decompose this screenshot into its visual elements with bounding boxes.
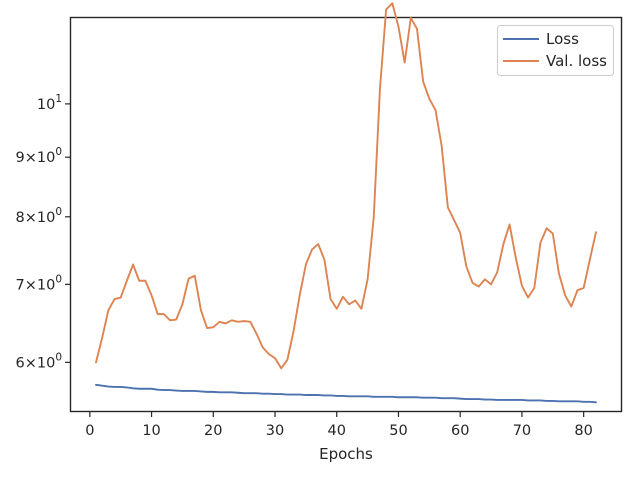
x-tick-label: 40 bbox=[328, 423, 346, 439]
legend-label-loss: Loss bbox=[546, 30, 579, 48]
y-tick-times: × bbox=[25, 150, 37, 166]
y-tick-exponent: 0 bbox=[55, 273, 62, 285]
y-tick-label: 8×100 bbox=[15, 206, 62, 226]
series-lines bbox=[95, 2, 597, 404]
x-axis-label: Epochs bbox=[319, 445, 373, 463]
y-tick-exponent: 1 bbox=[55, 93, 62, 105]
x-tick-label: 50 bbox=[389, 423, 407, 439]
y-tick-base: 10 bbox=[37, 277, 55, 293]
x-axis-ticks: 0 10 20 30 40 50 60 70 80 bbox=[85, 411, 593, 439]
x-tick-label: 30 bbox=[266, 423, 284, 439]
x-tick-label: 70 bbox=[513, 423, 531, 439]
y-tick-times: × bbox=[25, 355, 37, 371]
y-tick-label: 9×100 bbox=[15, 146, 62, 166]
y-tick-label: 101 bbox=[37, 93, 62, 113]
x-tick-label: 10 bbox=[142, 423, 160, 439]
y-tick-mantissa: 8 bbox=[15, 210, 24, 226]
y-tick-exponent: 0 bbox=[55, 351, 62, 363]
legend-label-val-loss: Val. loss bbox=[546, 52, 607, 70]
y-tick-label: 7×100 bbox=[15, 273, 62, 293]
y-tick-exponent: 0 bbox=[55, 206, 62, 218]
y-tick-times: × bbox=[25, 277, 37, 293]
y-tick-base: 10 bbox=[37, 150, 55, 166]
legend: Loss Val. loss bbox=[497, 25, 614, 76]
y-tick-base: 10 bbox=[37, 97, 55, 113]
x-tick-label: 80 bbox=[574, 423, 592, 439]
y-tick-label: 6×100 bbox=[15, 351, 62, 371]
x-tick-label: 60 bbox=[451, 423, 469, 439]
y-tick-times: × bbox=[25, 210, 37, 226]
y-tick-exponent: 0 bbox=[55, 146, 62, 158]
x-tick-label: 0 bbox=[85, 423, 94, 439]
y-tick-mantissa: 9 bbox=[15, 150, 24, 166]
x-tick-label: 20 bbox=[204, 423, 222, 439]
y-tick-base: 10 bbox=[37, 355, 55, 371]
y-tick-base: 10 bbox=[37, 210, 55, 226]
y-tick-mantissa: 7 bbox=[15, 277, 24, 293]
series-line-val-loss bbox=[95, 2, 597, 370]
series-line-loss bbox=[95, 383, 597, 404]
plot-area bbox=[69, 16, 623, 413]
y-tick-mantissa: 6 bbox=[15, 355, 24, 371]
